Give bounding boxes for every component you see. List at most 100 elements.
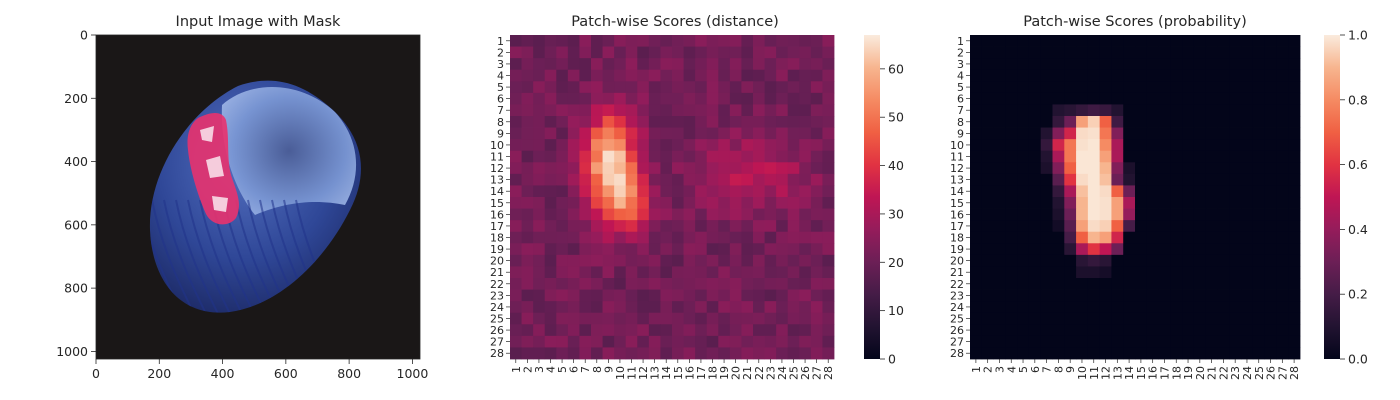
heatmap-cell bbox=[510, 197, 522, 209]
heatmap-cell bbox=[970, 173, 983, 186]
heatmap-cell bbox=[1146, 266, 1159, 279]
heatmap-cell bbox=[1276, 173, 1289, 186]
heatmap-cell bbox=[1040, 69, 1053, 82]
heatmap-cell bbox=[718, 162, 731, 175]
heatmap-cell bbox=[718, 208, 731, 221]
heatmap-cell bbox=[1087, 81, 1101, 94]
heatmap-cell bbox=[1182, 185, 1195, 198]
heatmap-cell bbox=[625, 35, 638, 47]
heatmap-cell bbox=[556, 278, 569, 290]
heatmap-cell bbox=[1064, 220, 1077, 233]
heatmap-cell bbox=[993, 289, 1006, 302]
heatmap-cell bbox=[729, 208, 742, 221]
heatmap-cell bbox=[591, 301, 603, 314]
heatmap-cell bbox=[718, 150, 731, 163]
heatmap-cell bbox=[521, 301, 534, 314]
heatmap-cell bbox=[799, 173, 812, 186]
heatmap-cell bbox=[1205, 162, 1218, 175]
y-tick-label: 0 bbox=[80, 28, 88, 43]
heatmap-cell bbox=[799, 46, 812, 59]
heatmap-cell bbox=[1217, 208, 1230, 221]
colorbar-tick-label: 0.8 bbox=[1348, 92, 1368, 107]
y-tick-label: 24 bbox=[490, 301, 504, 314]
heatmap-cell bbox=[1276, 139, 1289, 152]
heatmap-cell bbox=[602, 162, 615, 175]
heatmap-cell bbox=[729, 278, 742, 290]
heatmap-cell bbox=[648, 301, 661, 314]
heatmap-cell bbox=[799, 116, 812, 128]
heatmap-cell bbox=[970, 116, 983, 128]
heatmap-cell bbox=[741, 162, 754, 175]
colorbar-tick-label: 20 bbox=[888, 255, 904, 270]
heatmap-cell bbox=[1205, 289, 1218, 302]
heatmap-cell bbox=[1064, 312, 1077, 325]
heatmap-cell bbox=[1264, 197, 1277, 209]
heatmap-cell bbox=[510, 92, 522, 105]
x-tick-label: 1000 bbox=[397, 366, 429, 381]
heatmap-cell bbox=[1005, 266, 1018, 279]
heatmap-cell bbox=[637, 58, 650, 71]
heatmap-cell bbox=[510, 243, 522, 256]
heatmap-cell bbox=[1135, 139, 1148, 152]
heatmap-cell bbox=[1241, 266, 1254, 279]
heatmap-cell bbox=[614, 312, 627, 325]
heatmap-cell bbox=[993, 278, 1006, 290]
heatmap-cell bbox=[544, 58, 557, 71]
heatmap-cell bbox=[764, 208, 777, 221]
heatmap-cell bbox=[614, 266, 627, 279]
heatmap-cell bbox=[1158, 185, 1171, 198]
heatmap-cell bbox=[602, 185, 615, 198]
heatmap-cell bbox=[660, 162, 673, 175]
heatmap-cell bbox=[567, 289, 580, 302]
heatmap-cell bbox=[1193, 312, 1207, 325]
heatmap-cell bbox=[729, 162, 742, 175]
heatmap-cell bbox=[1205, 127, 1218, 140]
heatmap-cell bbox=[970, 231, 983, 244]
heatmap-cell bbox=[1040, 220, 1053, 233]
heatmap-cell bbox=[637, 81, 650, 94]
heatmap-cell bbox=[993, 139, 1006, 152]
heatmap-cell bbox=[729, 173, 742, 186]
heatmap-cell bbox=[1158, 208, 1171, 221]
heatmap-cell bbox=[510, 69, 522, 82]
x-tick-label: 10 bbox=[1076, 366, 1089, 380]
heatmap-cell bbox=[822, 185, 835, 198]
heatmap-cell bbox=[1005, 278, 1018, 290]
heatmap-cell bbox=[1264, 243, 1277, 256]
heatmap-cell bbox=[591, 127, 603, 140]
heatmap-cell bbox=[695, 254, 708, 267]
heatmap-cell bbox=[510, 139, 522, 152]
heatmap-cell bbox=[799, 324, 812, 337]
heatmap-cell bbox=[683, 208, 696, 221]
heatmap-cell bbox=[602, 197, 615, 209]
heatmap-cell bbox=[1170, 58, 1183, 71]
heatmap-cell bbox=[614, 324, 627, 337]
heatmap-cell bbox=[718, 127, 731, 140]
heatmap-cell bbox=[1170, 208, 1183, 221]
heatmap-cell bbox=[672, 220, 684, 233]
heatmap-cell bbox=[1017, 46, 1030, 59]
heatmap-cell bbox=[1040, 243, 1053, 256]
heatmap-cell bbox=[1064, 139, 1077, 152]
heatmap-cell bbox=[1087, 35, 1101, 47]
y-tick-label: 28 bbox=[950, 347, 964, 360]
heatmap-cell bbox=[1005, 197, 1018, 209]
heatmap-cell bbox=[822, 127, 835, 140]
heatmap-cell bbox=[1252, 81, 1266, 94]
heatmap-cell bbox=[683, 35, 696, 47]
heatmap-cell bbox=[753, 197, 765, 209]
probability-heatmap-title: Patch-wise Scores (probability) bbox=[1023, 14, 1246, 30]
heatmap-cell bbox=[591, 92, 603, 105]
heatmap-cell bbox=[1052, 220, 1065, 233]
heatmap-cell bbox=[1146, 278, 1159, 290]
heatmap-cell bbox=[741, 150, 754, 163]
heatmap-cell bbox=[683, 220, 696, 233]
heatmap-cell bbox=[544, 208, 557, 221]
heatmap-cell bbox=[660, 81, 673, 94]
heatmap-cell bbox=[648, 266, 661, 279]
y-tick-label: 6 bbox=[957, 93, 964, 106]
heatmap-cell bbox=[741, 266, 754, 279]
heatmap-cell bbox=[718, 312, 731, 325]
heatmap-cell bbox=[1087, 347, 1101, 360]
heatmap-cell bbox=[764, 81, 777, 94]
